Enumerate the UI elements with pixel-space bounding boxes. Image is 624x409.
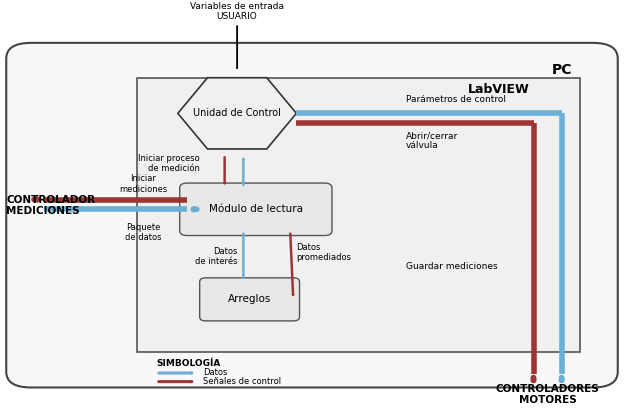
FancyBboxPatch shape xyxy=(6,43,618,387)
Text: Datos
de interés: Datos de interés xyxy=(195,247,237,266)
Text: SIMBOLOGÍA: SIMBOLOGÍA xyxy=(156,360,220,369)
Text: Arreglos: Arreglos xyxy=(228,294,271,304)
Text: CONTROLADORES
MOTORES: CONTROLADORES MOTORES xyxy=(495,384,600,405)
Text: Módulo de lectura: Módulo de lectura xyxy=(209,204,303,214)
FancyBboxPatch shape xyxy=(180,183,332,236)
Text: Datos: Datos xyxy=(203,369,227,378)
Text: Iniciar
mediciones: Iniciar mediciones xyxy=(119,174,168,193)
Text: CONTROLADOR
MEDICIONES: CONTROLADOR MEDICIONES xyxy=(6,195,95,216)
Text: Datos
promediados: Datos promediados xyxy=(296,243,351,262)
Text: Abrir/cerrar
válvula: Abrir/cerrar válvula xyxy=(406,131,458,151)
Text: Parámetros de control: Parámetros de control xyxy=(406,95,505,104)
Text: Unidad de Control: Unidad de Control xyxy=(193,108,281,118)
Text: Guardar mediciones: Guardar mediciones xyxy=(406,262,497,271)
Text: Paquete
de datos: Paquete de datos xyxy=(125,223,162,243)
Text: LabVIEW: LabVIEW xyxy=(469,83,530,97)
Text: PC: PC xyxy=(552,63,572,77)
Polygon shape xyxy=(178,78,296,149)
Text: Señales de control: Señales de control xyxy=(203,377,281,386)
FancyBboxPatch shape xyxy=(137,78,580,352)
FancyBboxPatch shape xyxy=(200,278,300,321)
Text: Iniciar proceso
de medición: Iniciar proceso de medición xyxy=(138,153,200,173)
Text: Variables de entrada
USUARIO: Variables de entrada USUARIO xyxy=(190,2,284,21)
